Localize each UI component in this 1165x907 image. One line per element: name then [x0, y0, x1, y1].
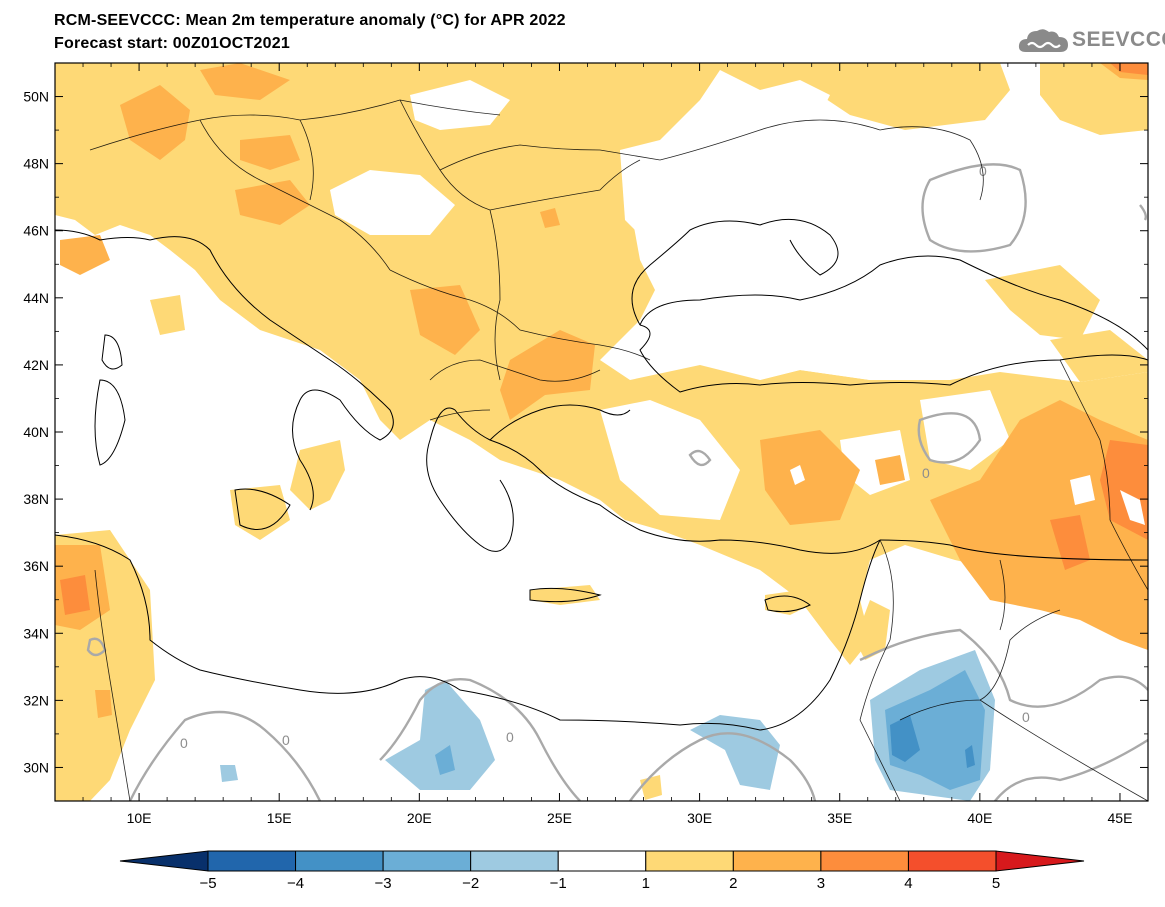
lat-tick-label: 32N [23, 692, 49, 708]
map-title: RCM-SEEVCCC: Mean 2m temperature anomaly… [54, 12, 566, 29]
colorbar-label: 5 [992, 875, 1000, 892]
contour-label: 0 [180, 735, 188, 751]
contour-label: 0 [506, 729, 514, 745]
colorbar-label: −2 [462, 875, 479, 892]
seevccc-logo: SEEVCCC [1018, 24, 1165, 58]
lon-tick-label: 10E [127, 810, 152, 826]
anomaly-minus3-minus2-fill [435, 670, 985, 790]
contour-label: 0 [922, 465, 930, 481]
lat-tick-label: 46N [23, 223, 49, 239]
lat-tick-label: 50N [23, 89, 49, 105]
colorbar-label: 2 [729, 875, 737, 892]
colorbar-segment [820, 850, 909, 872]
lat-tick-label: 44N [23, 290, 49, 306]
colorbar-label: −5 [199, 875, 216, 892]
colorbar-segment [207, 850, 297, 872]
lon-tick-label: 25E [547, 810, 572, 826]
cloud-icon [1018, 29, 1068, 52]
lon-tick-label: 30E [687, 810, 712, 826]
map-content: 0 0 0 0 0 0 [55, 63, 1148, 801]
lat-tick-label: 48N [23, 156, 49, 172]
contour-label: 0 [282, 732, 290, 748]
colorbar-label: 4 [904, 875, 912, 892]
lat-tick-label: 34N [23, 625, 49, 641]
lon-tick-label: 45E [1108, 810, 1133, 826]
anomaly-minus4-minus3-fill [890, 715, 975, 768]
contour-label: 0 [1022, 709, 1030, 725]
coastlines [55, 218, 1148, 731]
colorbar-label: −3 [375, 875, 392, 892]
lat-tick-label: 30N [23, 759, 49, 775]
lat-tick-label: 42N [23, 357, 49, 373]
colorbar-label: −1 [550, 875, 567, 892]
lon-tick-label: 40E [967, 810, 992, 826]
anomaly-neutral-holes [790, 465, 1145, 525]
lat-tick-label: 38N [23, 491, 49, 507]
zero-contours [86, 163, 1148, 801]
lat-tick-label: 36N [23, 558, 49, 574]
colorbar-segment [907, 850, 997, 872]
colorbar-arrow-low [119, 850, 209, 872]
anomaly-2-3-fill [55, 63, 1148, 718]
colorbar-segment [732, 850, 822, 872]
colorbar-segment [557, 850, 647, 872]
colorbar-arrow-high [995, 850, 1085, 872]
colorbar-label: 1 [642, 875, 650, 892]
colorbar-segment [295, 850, 384, 872]
colorbar: −5 −4 −3 −2 −1 1 2 3 4 5 [119, 850, 1085, 892]
map-axes: 10E 15E 20E 25E 30E 35E 40E 45E 50N 48N 46N 44N 42N 4… [23, 62, 1149, 826]
colorbar-segment [645, 850, 734, 872]
colorbar-label: 3 [817, 875, 825, 892]
colorbar-label: −4 [287, 875, 304, 892]
country-borders [89, 99, 1148, 801]
colorbar-segment [382, 850, 472, 872]
colorbar-segment [470, 850, 559, 872]
lon-tick-label: 20E [407, 810, 432, 826]
lat-tick-label: 40N [23, 424, 49, 440]
lon-tick-label: 35E [827, 810, 852, 826]
logo-text: SEEVCCC [1072, 28, 1165, 51]
lon-tick-label: 15E [267, 810, 292, 826]
forecast-start: Forecast start: 00Z01OCT2021 [54, 35, 290, 52]
